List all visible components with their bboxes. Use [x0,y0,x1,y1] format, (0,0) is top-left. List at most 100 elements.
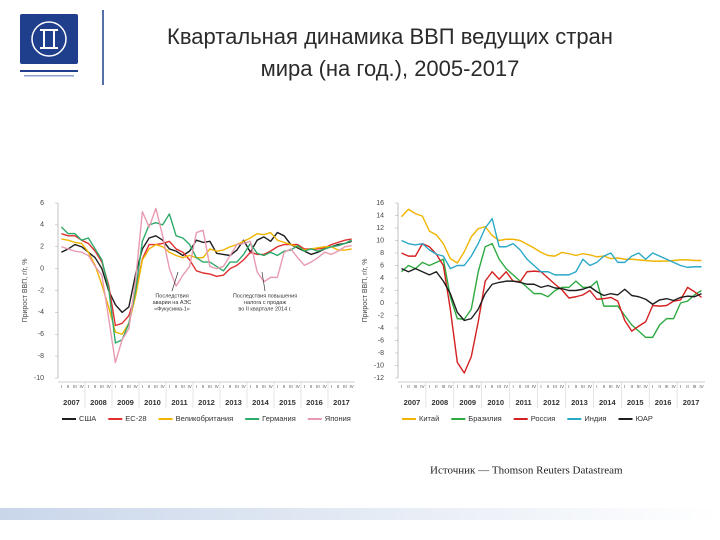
x-tick-label: III [553,384,557,389]
x-tick-label: I [512,384,513,389]
x-tick-label: III [469,384,473,389]
y-tick-label: -4 [38,309,44,316]
x-tick-label: II [630,384,633,389]
x-tick-label: I [277,384,278,389]
x-tick-label: I [142,384,143,389]
annotation-arrow [171,271,179,292]
x-tick-label: II [148,384,151,389]
y-tick-label: -2 [38,287,44,294]
x-tick-label: IV [671,384,675,389]
legend-label: Бразилия [468,414,501,423]
y-tick-label: 16 [376,200,384,207]
y-tick-label: -8 [378,350,384,357]
legend-label: Россия [531,414,556,423]
y-tick-label: 2 [40,244,44,251]
series-line [61,207,352,364]
annotation: Последствия повышения [233,293,297,299]
y-axis-label: Прирост ВВП, г/г, % [362,259,369,323]
series-line [60,213,352,344]
x-tick-label: II [519,384,522,389]
source: Источник — Thomson Reuters Datastream [430,465,623,477]
x-tick-label: II [94,384,97,389]
x-tick-label: I [485,384,486,389]
year-label: 2007 [404,398,421,407]
year-label: 2009 [117,398,134,407]
slide-title: Квартальная динамика ВВП ведущих стран [167,24,613,49]
x-tick-label: III [441,384,445,389]
x-tick-label: IV [349,384,353,389]
x-tick-label: III [497,384,501,389]
x-tick-label: I [250,384,251,389]
y-tick-label: -8 [38,353,44,360]
x-tick-label: II [435,384,438,389]
x-tick-label: III [693,384,697,389]
legend-label: Великобритания [176,414,234,423]
y-tick-label: -6 [378,337,384,344]
y-tick-label: 12 [376,225,384,232]
year-label: 2016 [655,398,672,407]
annotation: налога с продаж [244,300,286,306]
x-tick-label: III [665,384,669,389]
x-tick-label: IV [504,384,508,389]
x-tick-label: III [609,384,613,389]
x-tick-label: I [540,384,541,389]
annotation-arrow [261,271,266,292]
x-tick-label: I [223,384,224,389]
x-tick-label: III [316,384,320,389]
y-tick-label: 10 [376,237,384,244]
x-tick-label: I [429,384,430,389]
x-tick-label: I [568,384,569,389]
x-tick-label: II [491,384,494,389]
y-tick-label: -10 [34,375,44,382]
x-tick-label: III [637,384,641,389]
annotation: Последствия [155,293,188,299]
year-label: 2013 [225,398,242,407]
annotation: во II квартале 2014 г. [238,306,292,312]
y-axis-label: Прирост ВВП, г/г, % [22,259,29,323]
x-tick-label: III [73,384,77,389]
x-tick-label: IV [295,384,299,389]
x-tick-label: III [208,384,212,389]
x-tick-label: IV [420,384,424,389]
x-tick-label: I [61,384,62,389]
x-tick-label: II [283,384,286,389]
x-tick-label: IV [106,384,110,389]
x-tick-label: III [289,384,293,389]
x-tick-label: II [547,384,550,389]
x-tick-label: II [658,384,661,389]
y-tick-label: 2 [380,287,384,294]
x-tick-label: IV [133,384,137,389]
y-tick-label: -2 [378,312,384,319]
x-tick-label: I [331,384,332,389]
x-tick-label: II [175,384,178,389]
series-line [401,242,702,374]
y-tick-label: 0 [40,265,44,272]
legend-label: США [79,414,96,423]
y-tick-label: -6 [38,331,44,338]
x-tick-label: I [196,384,197,389]
x-tick-label: IV [616,384,620,389]
year-label: 2016 [306,398,323,407]
x-tick-label: III [581,384,585,389]
x-tick-label: II [463,384,466,389]
x-tick-label: III [525,384,529,389]
year-label: 2008 [90,398,107,407]
x-tick-label: IV [160,384,164,389]
x-tick-label: IV [532,384,536,389]
year-label: 2017 [683,398,700,407]
y-tick-label: 4 [40,222,44,229]
y-tick-label: 0 [380,300,384,307]
year-label: 2012 [543,398,560,407]
x-tick-label: I [115,384,116,389]
y-tick-label: 6 [380,262,384,269]
legend-label: ЕС-28 [125,414,146,423]
year-label: 2014 [599,398,617,407]
legend-label: Япония [325,414,351,423]
legend-label: Германия [262,414,296,423]
y-tick-label: 14 [376,212,384,219]
x-tick-label: I [596,384,597,389]
x-tick-label: I [401,384,402,389]
year-label: 2009 [459,398,476,407]
x-tick-label: III [154,384,158,389]
year-label: 2010 [144,398,161,407]
